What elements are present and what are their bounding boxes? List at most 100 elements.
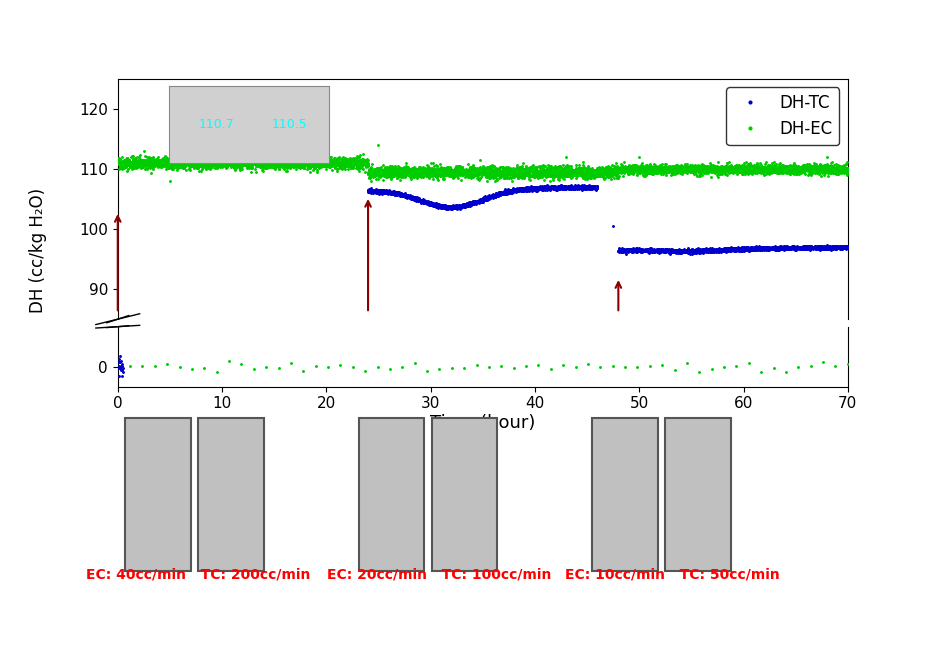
Point (301, 153, 317, 164)
Point (528, 163, 544, 174)
Point (320, 158, 335, 168)
Point (513, 185, 528, 195)
Point (713, 165, 728, 176)
Point (725, 244, 740, 255)
Point (489, 189, 504, 199)
Point (512, 164, 528, 175)
Text: EC: 10cc/min   TC: 50cc/min: EC: 10cc/min TC: 50cc/min (565, 568, 780, 582)
Point (682, 249, 697, 259)
Point (509, 186, 524, 196)
Point (805, 161, 820, 172)
Point (796, 241, 811, 251)
Point (427, 199, 442, 210)
Point (703, 246, 718, 257)
Point (537, 161, 552, 171)
Point (461, 170, 476, 180)
Point (214, 159, 229, 170)
Point (737, 163, 752, 173)
Point (742, 243, 757, 253)
Point (675, 246, 690, 257)
Point (321, 154, 336, 164)
Point (572, 166, 587, 176)
Point (395, 166, 410, 177)
Point (336, 163, 351, 173)
Point (158, 160, 173, 170)
Point (742, 161, 757, 171)
Point (820, 160, 836, 170)
Point (744, 243, 759, 253)
Point (681, 246, 696, 257)
Point (438, 166, 453, 177)
Point (272, 155, 287, 166)
Point (680, 163, 695, 174)
Point (569, 170, 584, 181)
Point (654, 168, 669, 178)
Point (640, 159, 655, 170)
Point (639, 164, 654, 174)
Point (242, 157, 257, 167)
Point (561, 166, 577, 177)
Point (410, 172, 425, 183)
Point (112, 159, 127, 170)
Point (823, 241, 838, 252)
Point (262, 159, 277, 169)
Point (647, 245, 662, 256)
Point (826, 242, 841, 253)
Point (689, 245, 704, 256)
Point (416, 195, 431, 205)
Point (279, 154, 294, 164)
Point (489, 166, 504, 177)
Point (634, 245, 649, 255)
Point (799, 241, 814, 252)
Point (790, 243, 805, 253)
Point (600, 171, 615, 182)
Point (226, 163, 241, 173)
Point (658, 244, 674, 255)
Point (566, 182, 581, 193)
Point (409, 170, 424, 180)
Point (453, 201, 468, 212)
Point (284, 157, 300, 167)
Point (573, 182, 588, 192)
Point (327, 158, 342, 168)
Point (515, 186, 530, 196)
Point (228, 157, 243, 168)
Point (419, 164, 434, 174)
Point (512, 184, 528, 195)
Point (459, 200, 474, 211)
Point (341, 163, 356, 174)
Point (640, 245, 655, 256)
Point (621, 243, 636, 254)
Point (646, 247, 661, 257)
Point (338, 161, 353, 171)
Point (712, 245, 727, 256)
Point (604, 168, 619, 179)
Point (193, 159, 208, 170)
Point (510, 164, 525, 174)
Point (446, 164, 461, 175)
Point (810, 162, 825, 172)
Point (134, 159, 149, 170)
Point (784, 241, 799, 252)
Point (514, 183, 529, 193)
Point (300, 161, 316, 171)
Point (388, 190, 403, 200)
Point (683, 162, 698, 172)
Point (359, 156, 374, 166)
Point (632, 152, 647, 163)
Point (150, 158, 165, 168)
Point (571, 182, 586, 192)
Point (507, 186, 522, 196)
Point (673, 246, 688, 257)
Point (690, 245, 706, 256)
Point (226, 153, 241, 164)
Point (734, 242, 749, 253)
Point (245, 163, 260, 173)
Point (526, 166, 541, 176)
Point (456, 164, 471, 174)
Point (693, 247, 708, 257)
Point (447, 203, 463, 213)
Point (291, 160, 306, 170)
Point (421, 198, 436, 209)
Point (282, 153, 297, 163)
